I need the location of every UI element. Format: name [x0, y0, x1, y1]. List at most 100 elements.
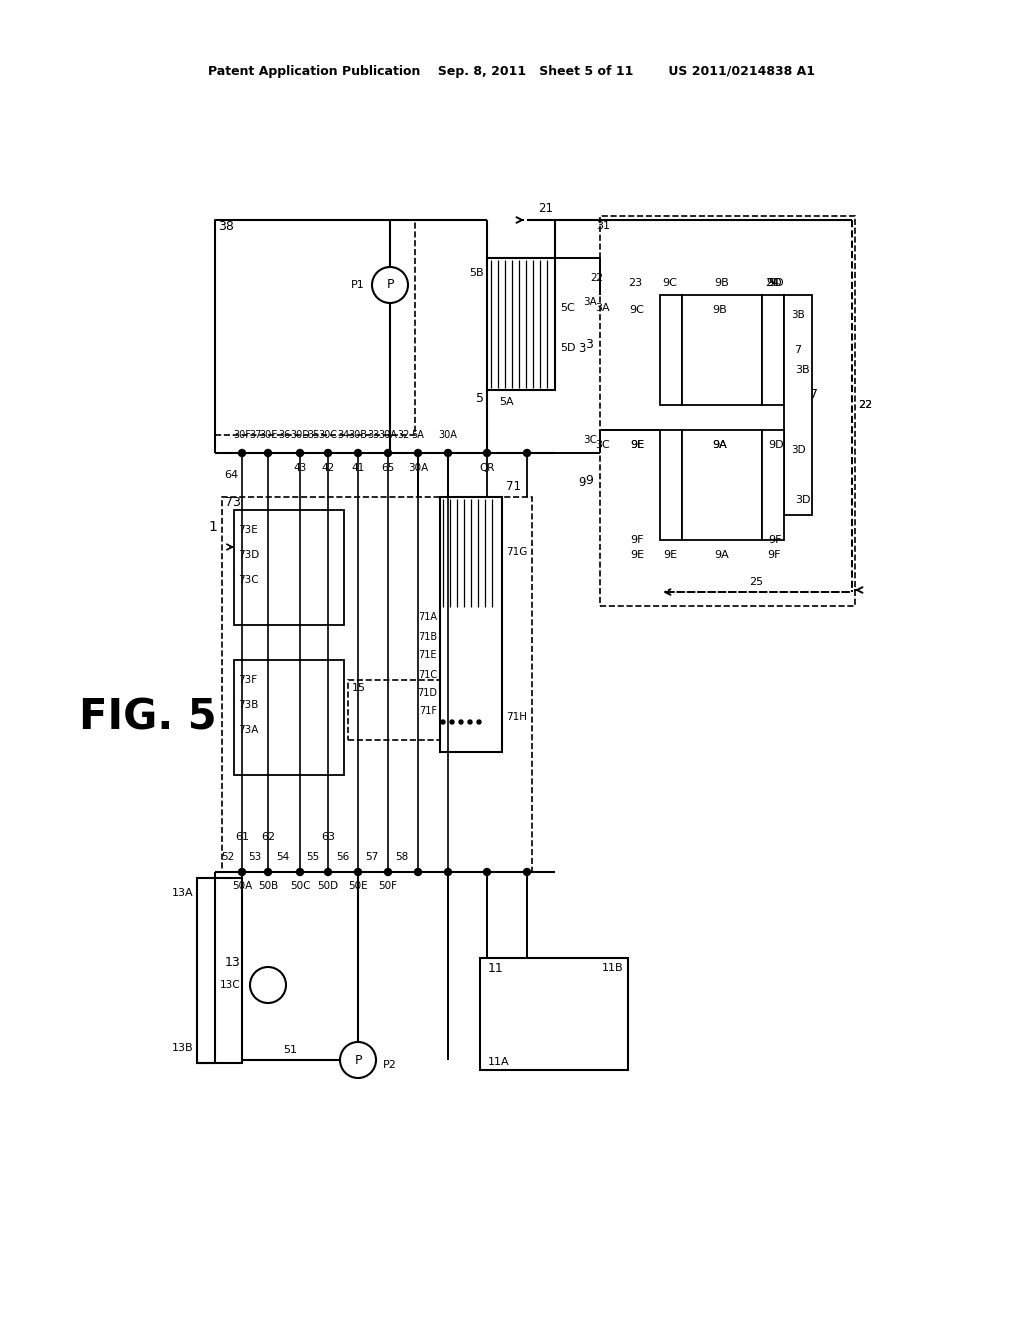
Text: Patent Application Publication    Sep. 8, 2011   Sheet 5 of 11        US 2011/02: Patent Application Publication Sep. 8, 2…: [209, 66, 815, 78]
Text: 3A: 3A: [595, 304, 609, 313]
Circle shape: [325, 450, 332, 457]
Bar: [660, 294, 682, 405]
Text: 51: 51: [283, 1045, 297, 1055]
Circle shape: [264, 869, 271, 875]
Text: 9A: 9A: [713, 440, 727, 450]
Text: 11: 11: [488, 961, 504, 974]
Text: 5A: 5A: [412, 430, 424, 440]
Text: 71E: 71E: [419, 649, 437, 660]
Text: 3B: 3B: [795, 366, 810, 375]
Circle shape: [325, 869, 332, 875]
Bar: [784, 294, 812, 515]
Text: 36: 36: [278, 430, 290, 440]
Text: 73E: 73E: [238, 525, 258, 535]
Circle shape: [297, 869, 303, 875]
Text: 3: 3: [579, 342, 586, 355]
Text: 37: 37: [249, 430, 261, 440]
Text: 35: 35: [308, 430, 321, 440]
Text: 30C: 30C: [318, 430, 338, 440]
Text: 42: 42: [322, 463, 335, 473]
Bar: [480, 958, 628, 1071]
Text: 9F: 9F: [767, 550, 780, 560]
Text: 32: 32: [397, 430, 410, 440]
Circle shape: [384, 450, 391, 457]
Text: 73A: 73A: [238, 725, 258, 735]
Text: 9A: 9A: [715, 550, 729, 560]
Text: P: P: [354, 1053, 361, 1067]
Text: 33: 33: [367, 430, 379, 440]
Circle shape: [264, 450, 271, 457]
Text: 30A: 30A: [408, 463, 428, 473]
Text: 30A: 30A: [438, 430, 458, 440]
Text: P2: P2: [383, 1060, 397, 1071]
Text: 13B: 13B: [171, 1043, 193, 1053]
Text: 50B: 50B: [258, 880, 279, 891]
Text: 71G: 71G: [506, 546, 527, 557]
Circle shape: [415, 869, 422, 875]
Circle shape: [441, 719, 445, 723]
Circle shape: [340, 1041, 376, 1078]
Text: 9D: 9D: [768, 279, 783, 288]
Text: 55: 55: [306, 851, 319, 862]
Text: 5B: 5B: [469, 268, 484, 279]
Text: 22: 22: [858, 400, 872, 411]
Text: 9E: 9E: [630, 440, 644, 450]
Text: 73D: 73D: [238, 550, 259, 560]
Text: P1: P1: [351, 280, 365, 290]
Bar: [600, 216, 855, 606]
Text: 9B: 9B: [713, 305, 727, 315]
Text: 9: 9: [579, 475, 586, 488]
Text: 3D: 3D: [795, 495, 811, 506]
Text: 22: 22: [858, 400, 872, 411]
Text: 63: 63: [321, 832, 335, 842]
Bar: [348, 680, 458, 741]
Text: 9F: 9F: [630, 535, 644, 545]
Text: 30E: 30E: [259, 430, 278, 440]
Bar: [762, 430, 784, 540]
Text: P: P: [386, 279, 394, 292]
Text: 9A: 9A: [713, 440, 727, 450]
Text: 1: 1: [208, 520, 217, 535]
Circle shape: [450, 719, 454, 723]
Text: 30B: 30B: [348, 430, 368, 440]
Text: 9C: 9C: [663, 279, 678, 288]
Text: 5: 5: [476, 392, 484, 404]
Text: 73: 73: [225, 496, 241, 510]
Text: 25: 25: [749, 577, 763, 587]
Bar: [682, 294, 762, 405]
Text: 58: 58: [395, 851, 409, 862]
Text: 3B: 3B: [792, 310, 805, 319]
Text: 41: 41: [351, 463, 365, 473]
Bar: [440, 498, 502, 752]
Text: 9B: 9B: [715, 279, 729, 288]
Text: 3C: 3C: [583, 436, 597, 445]
Text: 50A: 50A: [231, 880, 252, 891]
Circle shape: [250, 968, 286, 1003]
Text: 9E: 9E: [663, 550, 677, 560]
Circle shape: [477, 719, 481, 723]
Circle shape: [415, 450, 422, 457]
Text: 24: 24: [765, 279, 779, 288]
Text: 2: 2: [595, 273, 602, 282]
Text: 9D: 9D: [768, 440, 783, 450]
Circle shape: [444, 869, 452, 875]
Text: 3: 3: [585, 338, 593, 351]
Text: 71D: 71D: [417, 688, 437, 698]
Text: 9E: 9E: [630, 440, 644, 450]
Text: 71B: 71B: [418, 632, 437, 642]
Text: 71: 71: [506, 480, 521, 494]
Text: 11B: 11B: [601, 964, 623, 973]
Circle shape: [372, 267, 408, 304]
Bar: [660, 430, 682, 540]
Text: 71H: 71H: [506, 711, 527, 722]
Text: 56: 56: [336, 851, 349, 862]
Text: 13C: 13C: [219, 979, 240, 990]
Text: 11A: 11A: [488, 1057, 510, 1067]
Text: 38: 38: [218, 219, 233, 232]
Text: 71F: 71F: [419, 706, 437, 715]
Circle shape: [384, 869, 391, 875]
Text: 71C: 71C: [418, 671, 437, 680]
Text: 57: 57: [366, 851, 379, 862]
Text: 50E: 50E: [348, 880, 368, 891]
Bar: [197, 878, 242, 1063]
